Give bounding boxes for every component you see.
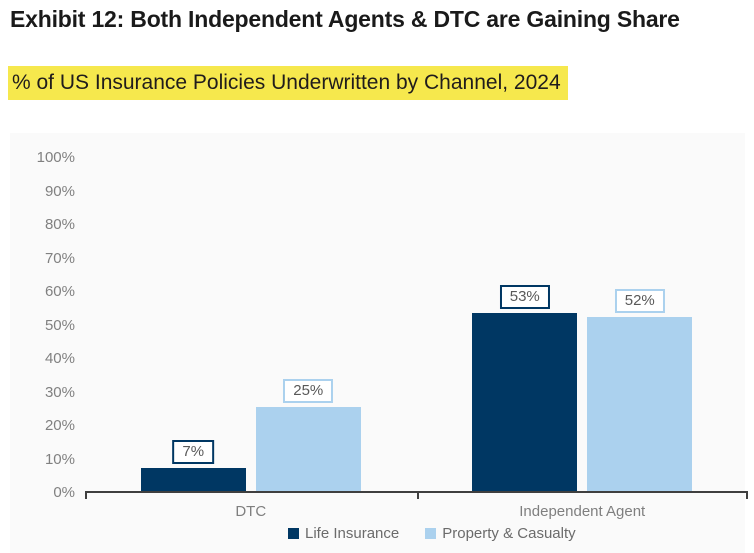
exhibit-title: Exhibit 12: Both Independent Agents & DT… (10, 6, 680, 32)
x-axis-tick-2 (746, 493, 748, 499)
x-axis-tick-1 (416, 493, 419, 499)
exhibit-subtitle-highlighted: % of US Insurance Policies Underwritten … (8, 66, 568, 101)
bar-property-casualty-dtc (255, 407, 361, 491)
value-label-property-casualty-independent-agent: 52% (614, 289, 665, 313)
y-axis-tick-label-40: 40% (44, 350, 75, 367)
x-axis-line (85, 491, 748, 493)
legend-swatch-property-casualty (425, 528, 437, 539)
legend-label-property-casualty: Property & Casualty (442, 525, 576, 542)
legend-item-property-casualty: Property & Casualty (425, 525, 576, 542)
bar-life-insurance-dtc (140, 468, 246, 491)
value-label-life-insurance-dtc: 7% (172, 440, 215, 464)
legend-item-life-insurance: Life Insurance (288, 525, 399, 542)
y-axis-tick-label-30: 30% (44, 383, 75, 401)
y-axis-tick-label-80: 80% (44, 216, 75, 233)
x-axis-category-label-dtc: DTC (235, 503, 267, 520)
bar-life-insurance-independent-agent (472, 313, 578, 491)
legend-swatch-life-insurance (288, 528, 299, 539)
chart-legend: Life Insurance Property & Casualty (288, 525, 576, 542)
y-axis-tick-label-0: 0% (53, 484, 75, 501)
y-axis-tick-label-50: 50% (44, 316, 75, 334)
x-axis-tick-0 (85, 493, 87, 499)
legend-label-life-insurance: Life Insurance (305, 525, 400, 542)
y-axis-tick-label-60: 60% (44, 283, 75, 300)
exhibit-subtitle-wrap: % of US Insurance Policies Underwritten … (8, 66, 568, 101)
y-axis-tick-label-20: 20% (44, 417, 75, 434)
x-axis-category-label-independent-agent: Independent Agent (519, 503, 646, 520)
value-label-property-casualty-dtc: 25% (283, 379, 334, 403)
bar-chart: 0% 10% 20% 30% 40% 50% 60% 70% 80% 90% 100% 7% 25% DT… (10, 133, 748, 553)
y-axis-tick-label-90: 90% (44, 182, 75, 200)
y-axis-tick-label-100: 100% (36, 149, 75, 166)
value-label-life-insurance-independent-agent: 53% (499, 285, 550, 309)
y-axis-tick-label-70: 70% (44, 249, 75, 267)
bar-property-casualty-independent-agent (587, 317, 693, 491)
y-axis-tick-label-10: 10% (44, 450, 75, 468)
